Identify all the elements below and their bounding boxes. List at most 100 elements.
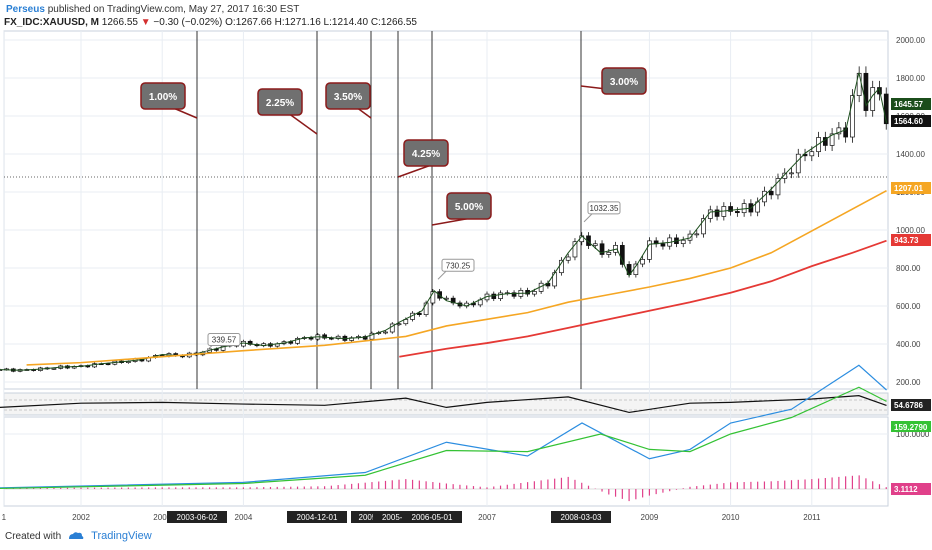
candle-body	[795, 153, 801, 174]
time-tick-label: 1	[2, 513, 7, 522]
candle-body	[809, 151, 815, 157]
candle-body	[728, 206, 733, 212]
callout-pointer	[287, 112, 318, 135]
hist-value-tag	[891, 483, 931, 495]
price-tick-label: 2000.00	[896, 36, 925, 45]
time-tick-label: 2002	[72, 513, 90, 522]
price-label-pointer	[583, 213, 593, 223]
last-value-label: 1207.01	[894, 184, 923, 193]
symbol-name[interactable]: FX_IDC:XAUUSD, M	[4, 17, 100, 28]
callout-box	[446, 192, 492, 220]
candle-body	[701, 218, 706, 235]
candle-body	[51, 368, 57, 370]
candle-body	[599, 243, 605, 255]
candle-body	[870, 87, 876, 111]
price-label: 1032.35	[590, 204, 619, 213]
candle-body	[606, 251, 612, 255]
price-tick-label: 800.00	[896, 264, 921, 273]
price-tick-label: 600.00	[896, 302, 921, 311]
candle-body	[694, 233, 700, 236]
last-value-tag	[891, 234, 931, 246]
candle-body	[491, 293, 497, 299]
callout-box	[257, 88, 303, 116]
rsi-value-label: 54.6786	[894, 401, 923, 410]
candle-body	[322, 334, 327, 339]
callout-box	[140, 82, 186, 110]
candle-body	[647, 240, 652, 260]
symbol-info: FX_IDC:XAUUSD, M 1266.55 ▼ −0.30 (−0.02%…	[4, 17, 417, 28]
price-label-box	[587, 201, 621, 215]
created-with-text: Created with	[5, 530, 62, 542]
last-value-label: 1564.60	[894, 117, 923, 126]
last-value-label: 943.73	[894, 236, 919, 245]
time-tick-label: 2011	[803, 513, 821, 522]
callout-label: 3.00%	[610, 77, 638, 88]
candle-body	[829, 133, 835, 146]
candle-body	[592, 243, 598, 246]
rsi-line	[0, 395, 887, 414]
price-label-box	[441, 258, 475, 272]
callout-box	[601, 67, 647, 95]
last-value-label: 1645.57	[894, 100, 923, 109]
candle-body	[735, 211, 740, 214]
callout-label: 1.00%	[149, 92, 177, 103]
candle-body	[396, 323, 402, 326]
marker-date-label: 2005-0	[359, 513, 384, 522]
price-change: −0.30 (−0.02%)	[153, 17, 223, 28]
candle-body	[762, 190, 767, 203]
candle-body	[660, 243, 666, 247]
marker-date-label: 2004-12-01	[297, 513, 338, 522]
price-tick-label: 200.00	[896, 378, 921, 387]
candle-body	[843, 127, 848, 138]
marker-date-label: 2005-12-	[382, 513, 414, 522]
candle-body	[362, 336, 368, 340]
price-tick-label: 1800.00	[896, 74, 925, 83]
macd-line	[0, 364, 887, 489]
signal-value-tag	[891, 421, 931, 432]
callout-box	[403, 139, 449, 167]
marker-date-label: 2003-06-02	[177, 513, 218, 522]
sma-slow-line	[399, 239, 887, 358]
candle-body	[782, 172, 788, 179]
price-label: 339.57	[212, 335, 237, 344]
ohlc-values: O:1267.66 H:1271.16 L:1214.40 C:1266.55	[225, 17, 417, 28]
time-tick-label: 2009	[641, 513, 659, 522]
macd-signal-line	[0, 386, 887, 490]
candle-body	[572, 241, 578, 258]
macd-histogram-group	[0, 475, 887, 502]
marker-date-tag	[551, 511, 611, 523]
candle-body	[498, 292, 503, 299]
candle-body	[295, 338, 300, 344]
tradingview-logo-icon	[69, 531, 84, 539]
signal-value-label: 159.2790	[894, 423, 928, 432]
brand-name[interactable]: TradingView	[91, 530, 152, 542]
author-name[interactable]: Perseus	[6, 4, 45, 15]
marker-date-label: 2006-05-01	[412, 513, 453, 522]
candle-body	[883, 93, 889, 125]
publish-info: Perseus published on TradingView.com, Ma…	[6, 4, 299, 15]
candle-body	[789, 172, 794, 175]
callout-label: 4.25%	[412, 149, 440, 160]
down-arrow-icon: ▼	[140, 17, 151, 28]
price-label: 730.25	[446, 261, 471, 270]
callout-box	[325, 82, 371, 110]
time-tick-label: 2010	[722, 513, 740, 522]
candle-body	[768, 190, 774, 196]
candle-body	[775, 178, 781, 196]
marker-date-tag	[167, 511, 227, 523]
marker-date-tag	[402, 511, 462, 523]
candle-body	[369, 332, 375, 340]
rsi-value-tag	[891, 399, 931, 411]
price-label-box	[207, 332, 241, 346]
last-value-tag	[891, 115, 931, 127]
candle-body	[416, 312, 422, 315]
price-tick-label: 1000.00	[896, 226, 925, 235]
callout-label: 2.25%	[266, 98, 294, 109]
candle-body	[836, 127, 842, 135]
price-label-pointer	[203, 345, 213, 354]
time-tick-label: 2004	[235, 513, 253, 522]
hist-value-label: 3.1112	[894, 485, 918, 494]
marker-date-label: 2008-03-03	[561, 513, 602, 522]
candle-body	[430, 291, 436, 304]
